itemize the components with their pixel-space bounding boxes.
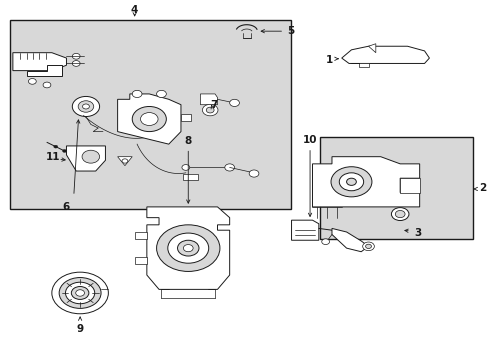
- Polygon shape: [351, 63, 368, 67]
- Circle shape: [52, 272, 108, 314]
- Circle shape: [72, 96, 100, 117]
- Bar: [319, 137, 472, 239]
- Text: 1: 1: [325, 55, 332, 65]
- Circle shape: [62, 149, 66, 152]
- Circle shape: [59, 278, 101, 309]
- Text: 9: 9: [77, 324, 83, 334]
- Text: 6: 6: [63, 202, 70, 212]
- Circle shape: [394, 211, 404, 218]
- Text: 4: 4: [131, 5, 138, 15]
- Polygon shape: [331, 228, 368, 252]
- Circle shape: [156, 90, 166, 98]
- Circle shape: [224, 164, 234, 171]
- Polygon shape: [312, 157, 419, 207]
- Circle shape: [72, 60, 80, 66]
- Circle shape: [78, 101, 94, 112]
- Polygon shape: [368, 44, 375, 53]
- Circle shape: [43, 82, 51, 88]
- Polygon shape: [341, 46, 428, 63]
- Text: 2: 2: [478, 183, 486, 193]
- Text: 7: 7: [210, 100, 217, 110]
- Circle shape: [140, 113, 158, 126]
- Circle shape: [72, 53, 80, 59]
- Bar: [10, 21, 290, 209]
- Circle shape: [132, 90, 142, 98]
- Circle shape: [183, 244, 193, 252]
- Circle shape: [82, 104, 89, 109]
- Circle shape: [206, 107, 214, 113]
- Polygon shape: [200, 94, 217, 105]
- Circle shape: [182, 165, 189, 170]
- Polygon shape: [66, 146, 105, 171]
- Circle shape: [82, 150, 100, 163]
- Circle shape: [76, 290, 84, 296]
- Circle shape: [132, 107, 166, 132]
- Circle shape: [330, 167, 371, 197]
- Polygon shape: [399, 178, 419, 193]
- Circle shape: [156, 225, 220, 271]
- Polygon shape: [27, 65, 61, 76]
- Polygon shape: [181, 114, 190, 121]
- Circle shape: [65, 282, 95, 304]
- Circle shape: [202, 104, 218, 116]
- Text: 11: 11: [46, 152, 61, 162]
- Circle shape: [339, 173, 363, 191]
- Text: 5: 5: [286, 26, 294, 36]
- Circle shape: [28, 78, 36, 84]
- Circle shape: [229, 99, 239, 107]
- Bar: [183, 174, 198, 180]
- Circle shape: [321, 239, 329, 244]
- Circle shape: [71, 287, 89, 300]
- Polygon shape: [118, 157, 132, 166]
- Text: 8: 8: [184, 136, 191, 146]
- Polygon shape: [146, 207, 229, 289]
- Polygon shape: [13, 53, 66, 71]
- Polygon shape: [134, 257, 146, 264]
- Polygon shape: [134, 232, 146, 239]
- Polygon shape: [118, 94, 181, 144]
- Circle shape: [362, 242, 374, 251]
- Circle shape: [346, 178, 356, 185]
- Circle shape: [365, 244, 371, 248]
- Circle shape: [249, 170, 258, 177]
- Circle shape: [177, 240, 199, 256]
- Circle shape: [54, 145, 58, 148]
- Circle shape: [122, 159, 127, 163]
- Polygon shape: [291, 220, 318, 240]
- Text: 10: 10: [302, 135, 317, 145]
- Text: 3: 3: [413, 228, 420, 238]
- Circle shape: [390, 208, 408, 221]
- Circle shape: [167, 233, 208, 263]
